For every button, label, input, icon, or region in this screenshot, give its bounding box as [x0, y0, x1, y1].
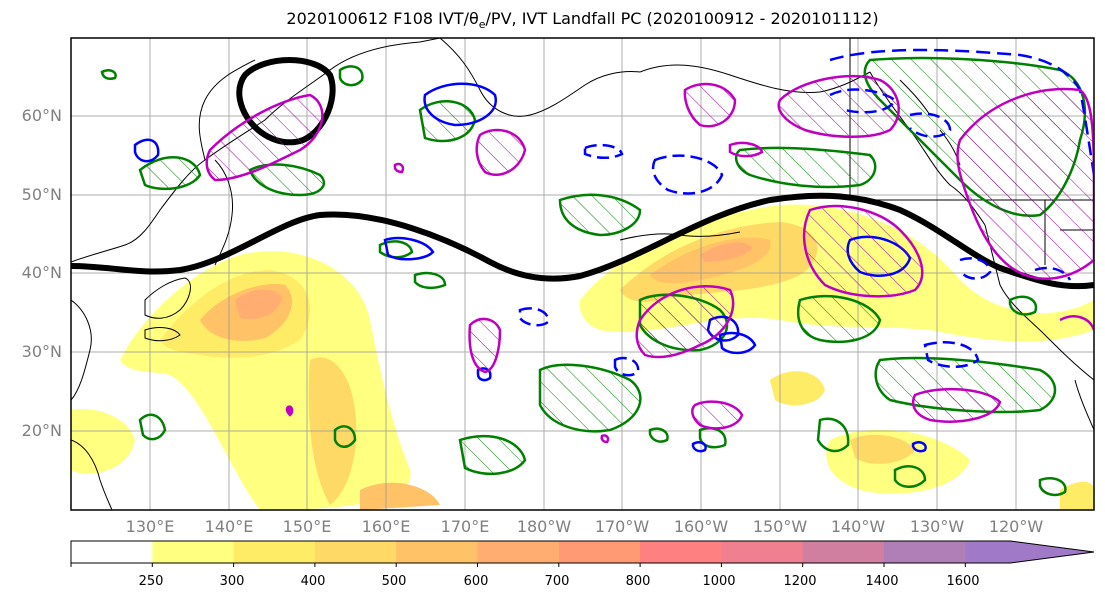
colorbar-segment — [71, 541, 153, 563]
lon-label-140w: 140°W — [830, 517, 886, 536]
lon-label-150e: 150°E — [282, 517, 332, 536]
colorbar-label-400: 400 — [300, 574, 326, 589]
lat-label-20n: 20°N — [21, 421, 62, 440]
magenta-contours — [205, 74, 1094, 444]
colorbar-segment — [721, 541, 804, 563]
lon-label-150w: 150°W — [752, 517, 808, 536]
colorbar-label-800: 800 — [625, 574, 651, 589]
colorbar — [70, 540, 1095, 567]
colorbar-segment — [640, 541, 722, 563]
map-title: 2020100612 F108 IVT/θe/PV, IVT Landfall … — [286, 9, 879, 32]
lon-label-130e: 130°E — [125, 517, 175, 536]
colorbar-label-300: 300 — [219, 574, 245, 589]
lat-label-60n: 60°N — [21, 106, 62, 125]
colorbar-segment-extend — [965, 541, 1094, 563]
lat-label-30n: 30°N — [21, 342, 62, 361]
colorbar-label-500: 500 — [381, 574, 407, 589]
colorbar-segment — [233, 541, 316, 563]
colorbar-label-600: 600 — [463, 574, 489, 589]
lat-label-40n: 40°N — [21, 263, 62, 282]
lon-label-130w: 130°W — [909, 517, 965, 536]
colorbar-label-1600: 1600 — [946, 574, 980, 589]
map-frame — [70, 37, 1095, 511]
colorbar-segment — [558, 541, 641, 563]
colorbar-segment — [314, 541, 397, 563]
lon-label-180w: 180°W — [516, 517, 572, 536]
colorbar-label-250: 250 — [138, 574, 164, 589]
colorbar-segment — [802, 541, 885, 563]
lon-label-170w: 170°W — [594, 517, 650, 536]
colorbar-label-1400: 1400 — [865, 574, 899, 589]
lon-label-160w: 160°W — [673, 517, 729, 536]
colorbar-segment — [884, 541, 966, 563]
lon-label-170e: 170°E — [440, 517, 490, 536]
lon-label-160e: 160°E — [361, 517, 411, 536]
lon-label-120w: 120°W — [988, 517, 1044, 536]
colorbar-outline — [70, 540, 1095, 564]
ivt-shading — [71, 204, 1094, 510]
lat-label-50n: 50°N — [21, 185, 62, 204]
colorbar-segment — [396, 541, 478, 563]
colorbar-label-700: 700 — [544, 574, 570, 589]
colorbar-label-1000: 1000 — [702, 574, 736, 589]
colorbar-segment — [152, 541, 235, 563]
colorbar-label-1200: 1200 — [783, 574, 817, 589]
lon-label-140e: 140°E — [204, 517, 254, 536]
colorbar-segment — [477, 541, 560, 563]
